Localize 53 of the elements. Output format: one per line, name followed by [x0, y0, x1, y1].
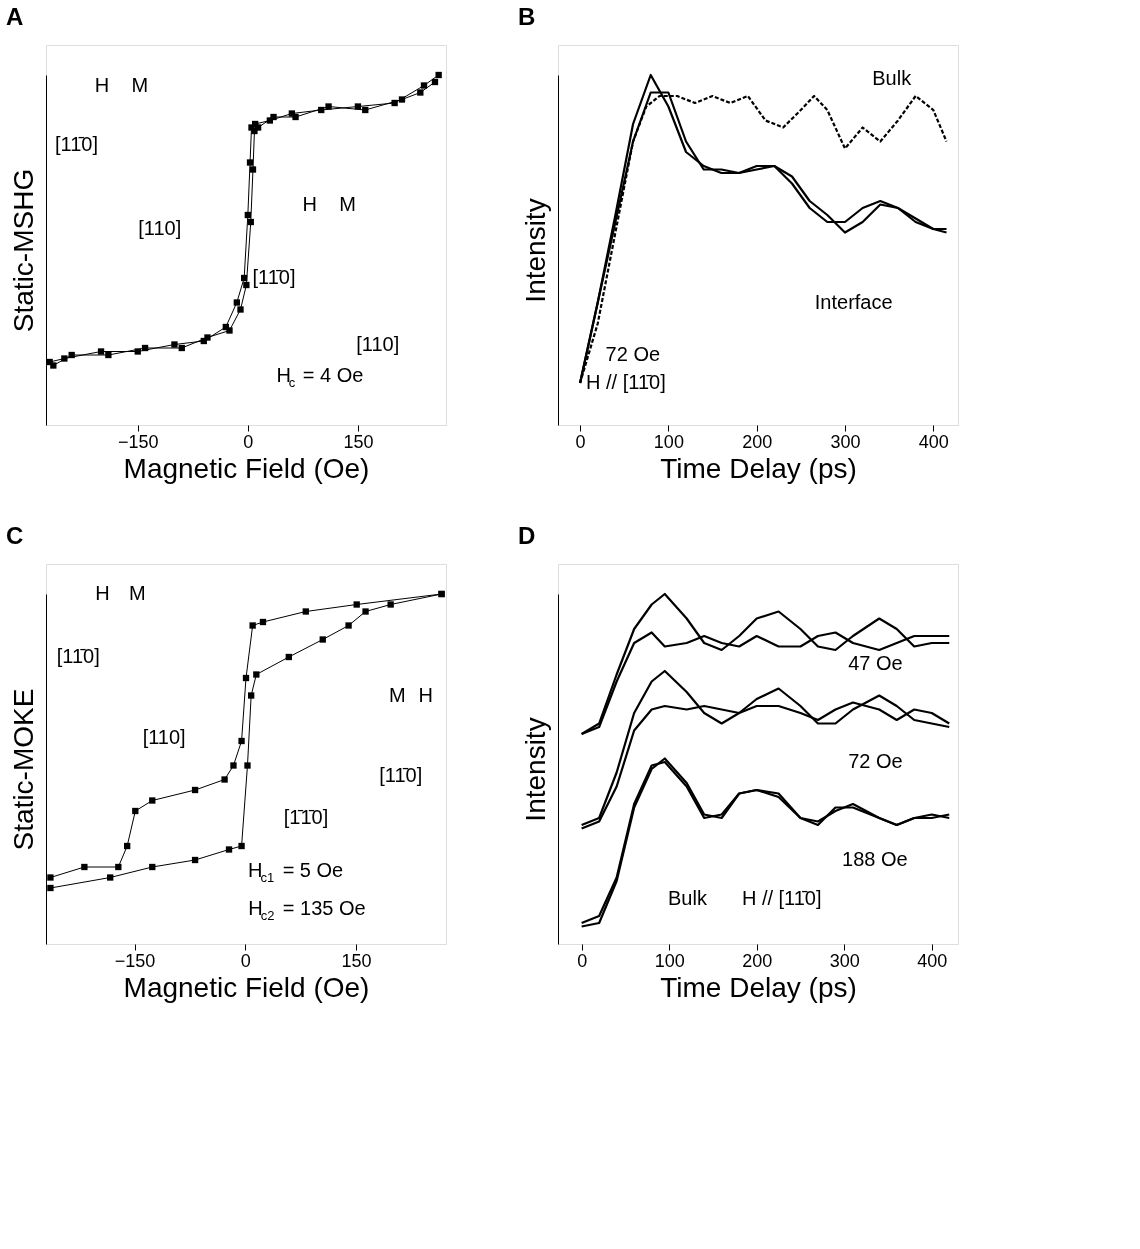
- annotation: 47 Oe: [848, 652, 903, 674]
- y-axis-title: Intensity: [519, 717, 551, 822]
- annotation: H // [11̄0]: [741, 886, 822, 909]
- annotation: 188 Oe: [842, 848, 908, 870]
- chart-title: D: [518, 522, 536, 549]
- annotation: H: [418, 683, 433, 706]
- y-axis-title: Static-MOKE: [7, 688, 39, 851]
- annotation: 72 Oe: [605, 343, 661, 365]
- x-axis-title: Magnetic Field (Oe): [123, 971, 370, 1003]
- annotation: H: [302, 192, 318, 215]
- annotation: [11̄0]: [379, 764, 423, 786]
- annotation: M: [129, 582, 146, 604]
- x-tick-label: 200: [742, 431, 773, 452]
- chart-title: C: [6, 522, 24, 549]
- annotation: M: [131, 73, 149, 96]
- annotation: Interface: [814, 290, 893, 313]
- annotation: Bulk: [872, 66, 913, 89]
- x-tick-label: 200: [742, 950, 773, 971]
- y-axis-title: Intensity: [519, 198, 551, 303]
- annotation: [110]: [356, 332, 400, 355]
- x-tick-label: −150: [117, 431, 159, 452]
- annotation: M: [339, 192, 356, 215]
- x-tick-label: 0: [577, 950, 588, 971]
- annotation: H: [94, 73, 110, 96]
- x-tick-label: 0: [240, 950, 251, 971]
- x-tick-label: 300: [829, 950, 860, 971]
- annotation: [110]: [142, 725, 186, 748]
- x-tick-label: 400: [918, 431, 949, 452]
- annotation: [1̄1̄0]: [283, 806, 329, 828]
- annotation: H // [11̄0]: [586, 371, 666, 393]
- x-axis-title: Time Delay (ps): [660, 971, 857, 1003]
- x-tick-label: 0: [575, 431, 586, 452]
- y-axis-title: Static-MSHG: [7, 168, 39, 333]
- annotation: Bulk: [667, 886, 708, 909]
- x-tick-label: 100: [654, 950, 685, 971]
- chart-title: B: [518, 3, 536, 30]
- x-tick-label: 0: [243, 431, 254, 452]
- x-axis-title: Magnetic Field (Oe): [123, 452, 370, 484]
- x-tick-label: 300: [830, 431, 861, 452]
- x-tick-label: 150: [341, 950, 372, 971]
- x-tick-label: −150: [114, 950, 156, 971]
- annotation: H: [95, 582, 110, 604]
- x-tick-label: 100: [653, 431, 684, 452]
- x-axis-title: Time Delay (ps): [660, 452, 857, 484]
- annotation: M: [388, 683, 406, 706]
- x-tick-label: 400: [917, 950, 948, 971]
- annotation: [110]: [138, 217, 182, 239]
- annotation: 72 Oe: [848, 750, 903, 772]
- annotation: [11̄0]: [252, 266, 296, 288]
- x-tick-label: 150: [343, 431, 374, 452]
- annotation: [11̄0]: [56, 645, 100, 667]
- annotation: [11̄0]: [55, 133, 99, 155]
- chart-title: A: [6, 3, 24, 30]
